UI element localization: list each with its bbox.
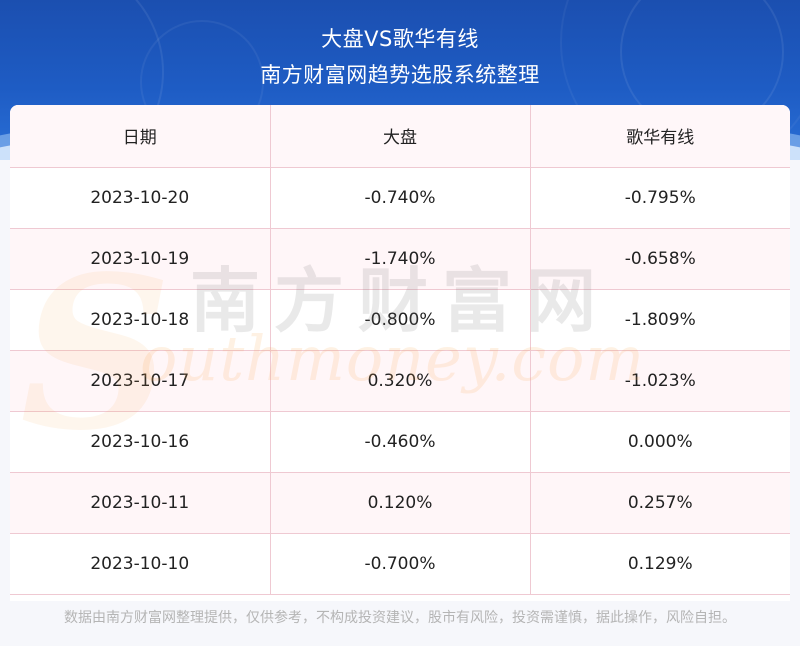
- stock-change-cell: 0.257%: [530, 472, 790, 534]
- date-cell: 2023-10-11: [10, 472, 271, 534]
- stock-change-cell: -0.795%: [530, 167, 790, 229]
- date-cell: 2023-10-19: [10, 228, 271, 290]
- table-row: 2023-10-16 -0.460% 0.000%: [10, 411, 790, 473]
- market-change-cell: -0.800%: [270, 289, 531, 351]
- date-cell: 2023-10-10: [10, 533, 271, 595]
- table-header-row: 日期 大盘 歌华有线: [10, 105, 790, 168]
- date-cell: 2023-10-20: [10, 167, 271, 229]
- stock-change-cell: -1.809%: [530, 289, 790, 351]
- market-change-cell: -0.700%: [270, 533, 531, 595]
- stock-change-cell: -0.658%: [530, 228, 790, 290]
- table-row: 2023-10-20 -0.740% -0.795%: [10, 167, 790, 229]
- market-change-cell: -1.740%: [270, 228, 531, 290]
- column-header-stock: 歌华有线: [530, 105, 790, 168]
- column-header-market: 大盘: [270, 105, 531, 168]
- market-change-cell: -0.740%: [270, 167, 531, 229]
- date-cell: 2023-10-17: [10, 350, 271, 412]
- comparison-table: 日期 大盘 歌华有线 2023-10-20 -0.740% -0.795% 20…: [10, 105, 790, 595]
- table-row: 2023-10-19 -1.740% -0.658%: [10, 228, 790, 290]
- page-subtitle: 南方财富网趋势选股系统整理: [260, 63, 540, 87]
- table-row: 2023-10-17 0.320% -1.023%: [10, 350, 790, 412]
- date-cell: 2023-10-18: [10, 289, 271, 351]
- market-change-cell: 0.320%: [270, 350, 531, 412]
- stock-change-cell: 0.000%: [530, 411, 790, 473]
- page-title: 大盘VS歌华有线: [321, 27, 479, 51]
- table-row: 2023-10-18 -0.800% -1.809%: [10, 289, 790, 351]
- market-change-cell: 0.120%: [270, 472, 531, 534]
- column-header-date: 日期: [10, 105, 271, 168]
- footer-disclaimer: 数据由南方财富网整理提供，仅供参考，不构成投资建议，股市有风险，投资需谨慎，据此…: [64, 610, 736, 626]
- stock-change-cell: 0.129%: [530, 533, 790, 595]
- table-row: 2023-10-10 -0.700% 0.129%: [10, 533, 790, 595]
- market-change-cell: -0.460%: [270, 411, 531, 473]
- comparison-table-card: 日期 大盘 歌华有线 2023-10-20 -0.740% -0.795% 20…: [10, 105, 790, 601]
- stock-change-cell: -1.023%: [530, 350, 790, 412]
- table-row: 2023-10-11 0.120% 0.257%: [10, 472, 790, 534]
- date-cell: 2023-10-16: [10, 411, 271, 473]
